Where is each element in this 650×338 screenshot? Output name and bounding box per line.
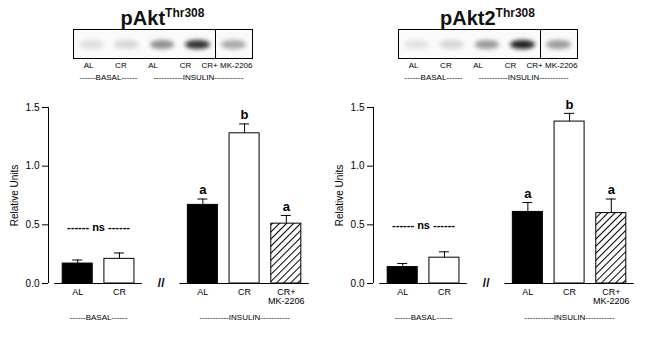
svg-text:Relative Units: Relative Units (9, 165, 20, 227)
html-text:------BASAL------: ------BASAL------ (79, 73, 138, 82)
svg-text:1.5: 1.5 (351, 102, 365, 113)
html-text:------BASAL------: ------BASAL------ (404, 73, 463, 82)
html-text:AL: AL (408, 61, 419, 70)
svg-text:b: b (241, 107, 249, 122)
html-text:-----------INSULIN-----------: -----------INSULIN----------- (478, 73, 569, 82)
html-text:CR: CR (115, 61, 127, 70)
svg-text:0.0: 0.0 (26, 278, 40, 289)
svg-text:0.5: 0.5 (26, 219, 40, 230)
svg-text:-----------INSULIN-----------: -----------INSULIN----------- (199, 313, 290, 322)
html-text:pAkt2Thr308: pAkt2Thr308 (440, 6, 535, 29)
svg-text:a: a (608, 182, 616, 197)
svg-text:1.5: 1.5 (26, 102, 40, 113)
html-text:-----------INSULIN-----------: -----------INSULIN----------- (153, 73, 244, 82)
html-text:pAktThr308: pAktThr308 (120, 6, 205, 29)
svg-text:1.0: 1.0 (26, 160, 40, 171)
svg-text:1.0: 1.0 (351, 160, 365, 171)
svg-text:AL: AL (197, 287, 208, 297)
svg-text:AL: AL (72, 287, 83, 297)
svg-text:CR: CR (438, 287, 451, 297)
html-text:CR: CR (179, 61, 192, 70)
svg-text:AL: AL (397, 287, 408, 297)
svg-text:Relative Units: Relative Units (334, 165, 345, 227)
svg-text:CR+MK-2206: CR+MK-2206 (268, 287, 305, 306)
svg-text:------ ns ------: ------ ns ------ (67, 221, 130, 233)
svg-text:a: a (524, 186, 532, 201)
svg-text:AL: AL (522, 287, 533, 297)
svg-text:CR: CR (113, 287, 126, 297)
svg-text:CR: CR (238, 287, 251, 297)
svg-text:CR: CR (563, 287, 576, 297)
svg-text:------BASAL------: ------BASAL------ (70, 313, 128, 322)
html-text:CR+ MK-2206: CR+ MK-2206 (526, 61, 578, 70)
html-text:CR: CR (440, 61, 452, 70)
svg-text:0.0: 0.0 (351, 278, 365, 289)
html-text:CR+ MK-2206: CR+ MK-2206 (201, 61, 253, 70)
html-text:AL: AL (473, 61, 484, 70)
svg-text:CR+MK-2206: CR+MK-2206 (593, 287, 630, 306)
svg-text:-----------INSULIN-----------: -----------INSULIN----------- (524, 313, 615, 322)
svg-text:b: b (566, 97, 574, 112)
svg-text:0.5: 0.5 (351, 219, 365, 230)
svg-text:------ ns ------: ------ ns ------ (392, 219, 455, 231)
html-text:CR: CR (504, 61, 517, 70)
svg-text:a: a (283, 199, 291, 214)
svg-text://: // (483, 276, 490, 290)
svg-text:------BASAL------: ------BASAL------ (395, 313, 453, 322)
svg-text:a: a (199, 182, 207, 197)
svg-text://: // (158, 276, 165, 290)
html-text:AL: AL (148, 61, 159, 70)
html-text:AL: AL (83, 61, 94, 70)
